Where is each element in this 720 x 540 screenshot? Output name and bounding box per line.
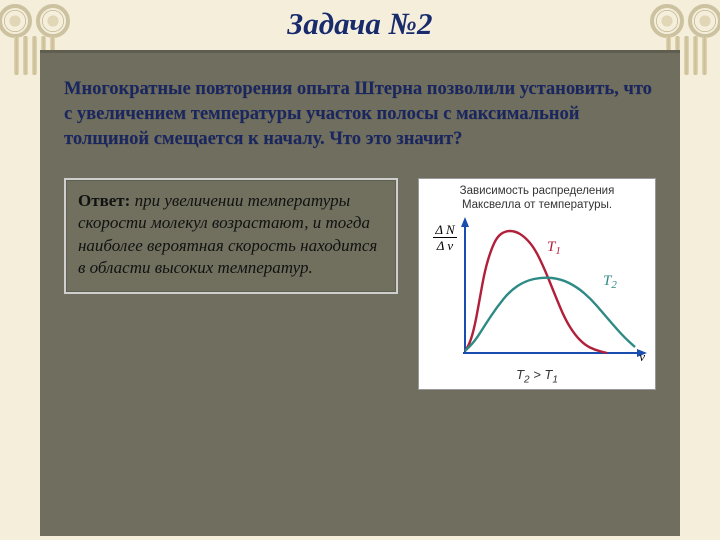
main-panel: Многократные повторения опыта Штерна поз…	[40, 50, 680, 536]
title-text: Задача №2	[287, 6, 432, 41]
y-axis-label: Δ N Δ v	[431, 223, 459, 252]
y-label-bot: Δ v	[437, 238, 453, 253]
question-text: Многократные повторения опыта Штерна поз…	[64, 77, 656, 152]
chart-title: Зависимость распределения Максвелла от т…	[425, 184, 649, 213]
answer-lead: Ответ:	[78, 191, 130, 210]
svg-text:T1: T1	[547, 239, 561, 257]
slide-title: Задача №2	[0, 6, 720, 42]
chart-caption: T2 > T1	[425, 367, 649, 386]
chart-title-line2: Максвелла от температуры.	[462, 199, 612, 211]
svg-text:T2: T2	[603, 273, 617, 291]
maxwell-chart: Зависимость распределения Максвелла от т…	[418, 178, 656, 390]
x-axis-label: v	[639, 349, 645, 365]
answer-box: Ответ: при увеличении температуры скорос…	[64, 178, 398, 294]
bottom-row: Ответ: при увеличении температуры скорос…	[64, 178, 656, 390]
y-label-top: Δ N	[435, 222, 454, 237]
chart-title-line1: Зависимость распределения	[460, 185, 615, 197]
chart-area: T1 T2 Δ N Δ v v	[425, 215, 649, 363]
